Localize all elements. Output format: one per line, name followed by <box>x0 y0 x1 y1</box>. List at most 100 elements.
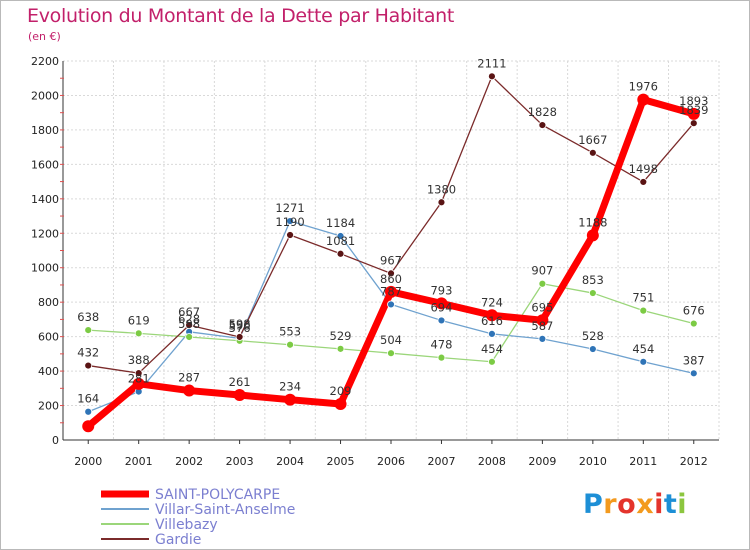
data-point <box>183 384 196 397</box>
data-point <box>488 329 496 338</box>
y-tick-label: 600 <box>38 331 59 344</box>
data-label: 860 <box>380 272 402 286</box>
x-tick-label: 2004 <box>276 455 304 468</box>
data-point <box>286 217 294 225</box>
data-point <box>435 297 448 310</box>
proxiti-logo: Proxiti <box>583 489 688 520</box>
data-point <box>488 72 496 81</box>
y-tick-label: 2200 <box>31 55 59 68</box>
data-point <box>588 345 597 353</box>
data-label: 387 <box>683 353 705 367</box>
data-point <box>387 300 395 309</box>
data-point <box>485 309 498 322</box>
data-label: 576 <box>229 321 251 335</box>
data-label: 504 <box>380 333 402 347</box>
data-label: 724 <box>481 295 503 309</box>
data-label: 695 <box>531 300 553 314</box>
data-point <box>689 319 698 328</box>
y-tick-label: 400 <box>38 365 59 378</box>
data-point <box>82 420 95 433</box>
data-label: 1380 <box>427 182 456 196</box>
y-tick-label: 200 <box>38 400 59 413</box>
data-point <box>185 321 194 329</box>
data-label: 967 <box>380 253 402 267</box>
x-tick-label: 2006 <box>377 455 405 468</box>
data-point <box>488 357 496 366</box>
legend-label: Villar-Saint-Anselme <box>155 502 295 518</box>
y-tick-label: 1800 <box>31 124 59 137</box>
data-label: 1828 <box>528 105 557 119</box>
x-tick-label: 2008 <box>478 455 506 468</box>
data-label: 793 <box>430 283 452 297</box>
data-label: 1184 <box>326 216 355 230</box>
data-point <box>134 329 143 338</box>
data-label: 598 <box>229 317 251 331</box>
legend-label: Villebazy <box>155 517 218 533</box>
data-point <box>639 357 648 366</box>
data-label: 616 <box>481 314 503 328</box>
data-point <box>588 289 597 297</box>
data-point <box>286 340 294 349</box>
data-label: 676 <box>683 304 705 318</box>
data-label: 454 <box>632 342 654 356</box>
data-label: 587 <box>531 319 553 333</box>
x-tick-label: 2003 <box>226 455 254 468</box>
data-point <box>387 269 395 278</box>
legend-label: SAINT-POLYCARPE <box>155 487 280 503</box>
data-point <box>538 334 547 343</box>
y-tick-label: 0 <box>52 434 59 447</box>
data-label: 1081 <box>326 234 355 248</box>
data-point <box>637 93 650 106</box>
data-label: 261 <box>229 375 251 389</box>
data-point <box>385 285 397 298</box>
data-label: 667 <box>178 305 200 319</box>
data-label: 454 <box>481 342 503 356</box>
x-tick-label: 2012 <box>680 455 708 468</box>
data-label: 787 <box>380 284 402 298</box>
data-point <box>185 333 194 341</box>
data-point <box>639 306 648 315</box>
data-label: 2111 <box>477 56 506 70</box>
x-tick-label: 2009 <box>528 455 556 468</box>
data-point <box>84 407 93 416</box>
y-tick-label: 1400 <box>31 193 59 206</box>
data-point <box>437 316 446 325</box>
data-label: 1190 <box>275 215 304 229</box>
data-label: 598 <box>178 317 200 331</box>
data-point <box>233 389 246 402</box>
data-point <box>538 279 547 288</box>
x-tick-label: 2001 <box>125 455 153 468</box>
x-tick-label: 2000 <box>74 455 102 468</box>
data-label: 1839 <box>679 103 708 117</box>
data-point <box>588 148 597 157</box>
y-tick-label: 1600 <box>31 158 59 171</box>
plot-area <box>63 61 719 440</box>
chart-subtitle: (en €) <box>28 30 61 43</box>
y-tick-label: 2000 <box>31 89 59 102</box>
data-point <box>84 326 93 334</box>
x-tick-label: 2011 <box>629 455 657 468</box>
data-point <box>84 361 93 370</box>
data-point <box>336 249 345 258</box>
data-label: 1271 <box>275 201 304 215</box>
data-label: 638 <box>77 310 99 324</box>
data-label: 529 <box>330 329 352 343</box>
data-point <box>639 178 648 186</box>
data-point <box>334 397 347 410</box>
y-tick-label: 800 <box>38 296 59 309</box>
data-point <box>336 344 345 353</box>
data-point <box>586 229 599 242</box>
data-point <box>132 377 145 390</box>
data-point <box>538 121 547 129</box>
data-label: 1188 <box>578 215 607 229</box>
x-tick-label: 2010 <box>579 455 607 468</box>
x-tick-label: 2007 <box>427 455 455 468</box>
data-label: 694 <box>430 300 452 314</box>
x-tick-label: 2002 <box>175 455 203 468</box>
y-tick-label: 1200 <box>31 227 59 240</box>
x-tick-label: 2005 <box>327 455 355 468</box>
data-label: 628 <box>178 312 200 326</box>
data-point <box>286 231 294 239</box>
data-label: 619 <box>128 313 150 327</box>
